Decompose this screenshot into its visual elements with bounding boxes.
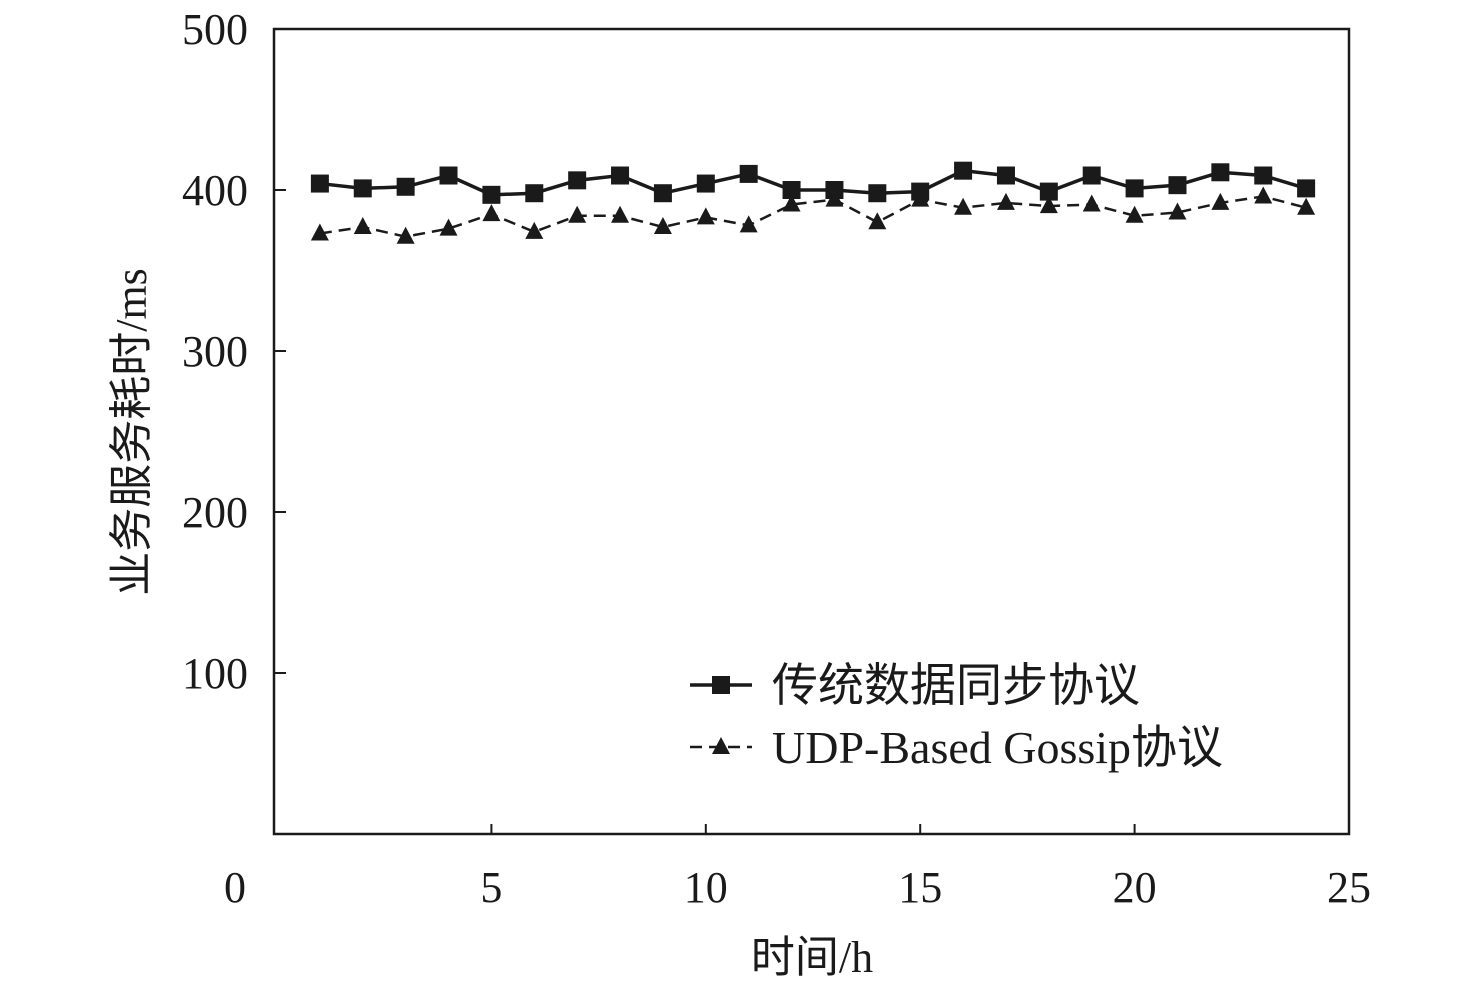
triangle-marker [1039,196,1058,214]
triangle-marker [696,207,715,225]
triangle-marker [396,226,415,244]
triangle-marker [353,217,372,235]
square-marker [712,676,730,694]
axis-ticks: 0 5 10 15 20 25 100 200 300 400 500 [182,5,1371,912]
square-marker [954,161,973,180]
square-marker [996,166,1015,185]
x-tick-label: 0 [224,863,246,912]
triangle-marker [653,217,672,235]
triangle-marker [739,215,758,233]
square-marker [1125,179,1144,198]
legend: 传统数据同步协议 UDP-Based Gossip协议 [690,660,1223,773]
triangle-marker [825,189,844,207]
triangle-marker [1168,202,1187,220]
x-tick-label: 5 [480,863,502,912]
series-group [310,161,1316,244]
series-1 [310,161,1316,204]
triangle-marker [568,205,587,223]
triangle-marker [954,197,973,215]
square-marker [868,184,887,203]
legend-label: 传统数据同步协议 [772,660,1140,711]
triangle-marker [712,737,730,754]
x-tick-label: 25 [1327,863,1371,912]
series-2 [310,186,1316,244]
square-marker [611,166,630,185]
square-marker [439,166,458,185]
square-marker [696,174,715,193]
triangle-marker [1125,205,1144,223]
square-marker [1168,176,1187,195]
square-marker [1211,163,1230,182]
square-marker [782,181,801,199]
y-tick-label: 100 [182,649,248,698]
triangle-marker [1297,197,1316,215]
square-marker [568,171,587,190]
square-marker [1082,166,1101,185]
square-marker [653,184,672,203]
y-tick-label: 500 [182,5,248,54]
y-axis-label: 业务服务耗时/ms [107,268,156,596]
triangle-marker [310,223,329,241]
y-tick-label: 400 [182,166,248,215]
square-marker [396,177,415,196]
y-tick-label: 200 [182,488,248,537]
legend-item: 传统数据同步协议 [690,660,1140,711]
square-marker [353,179,372,198]
triangle-marker [482,204,501,222]
square-marker [1039,182,1058,201]
series-line [319,168,1307,197]
triangle-marker [525,221,544,239]
triangle-marker [782,194,801,212]
triangle-marker [996,192,1015,210]
triangle-marker [1211,192,1230,210]
square-marker [310,174,329,193]
series-line [319,195,1307,238]
square-marker [1254,166,1273,185]
x-tick-label: 20 [1113,863,1157,912]
x-tick-label: 15 [898,863,942,912]
square-marker [739,164,758,183]
y-tick-label: 300 [182,327,248,376]
legend-item: UDP-Based Gossip协议 [690,722,1223,773]
square-marker [1297,179,1316,198]
x-tick-label: 10 [684,863,728,912]
square-marker [482,185,501,204]
legend-label: UDP-Based Gossip协议 [772,722,1223,773]
x-axis-label: 时间/h [751,933,873,982]
triangle-marker [911,189,930,207]
triangle-marker [1082,194,1101,212]
triangle-marker [1254,186,1273,204]
triangle-marker [439,218,458,236]
triangle-marker [868,212,887,230]
plot-area-frame [272,27,1351,836]
triangle-marker [611,205,630,223]
square-marker [525,184,544,203]
